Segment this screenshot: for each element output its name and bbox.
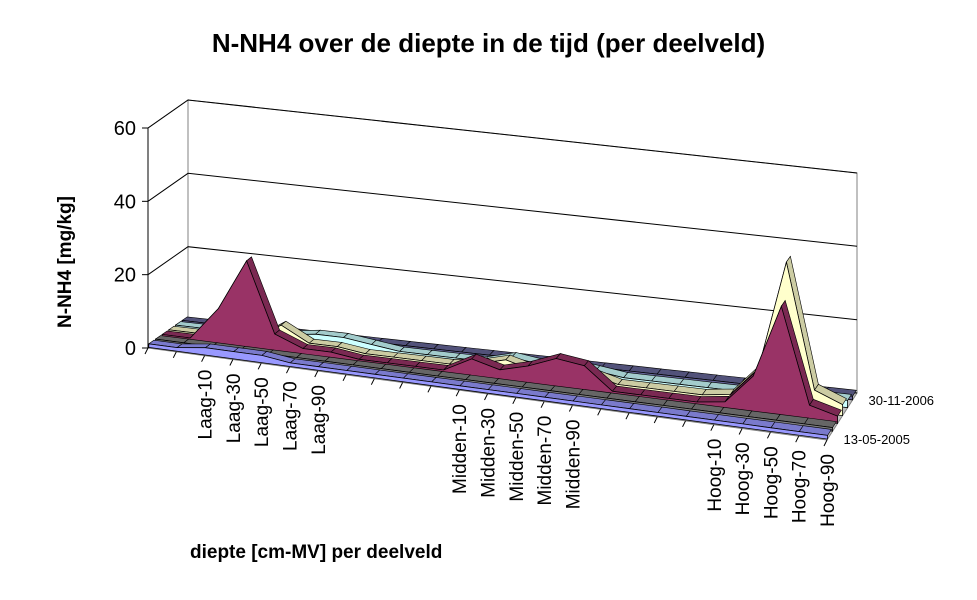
x-tick-label: Midden-30 [479,408,500,498]
gridline [147,172,858,247]
x-tick-label: Hoog-70 [790,450,811,523]
y-tick-label: 60 [114,118,136,140]
x-tick-mark [257,363,262,370]
y-tick-label: 40 [114,191,136,213]
x-tick-mark [314,370,319,378]
x-tick-label: Midden-10 [450,404,471,494]
x-tick-label: Midden-90 [563,420,584,510]
x-tick-mark [653,416,658,424]
series-2 [161,256,842,424]
series-top-face [696,395,730,403]
x-tick-mark [766,432,771,439]
x-tick-label: Hoog-10 [705,439,726,512]
x-tick-mark [597,409,602,416]
x-tick-mark [738,428,743,435]
x-tick-mark [342,374,347,382]
chart-title: N-NH4 over de diepte in de tijd (per dee… [211,28,766,58]
x-tick-mark [286,366,290,374]
series-area [148,343,828,440]
x-tick-mark [455,389,460,397]
x-tick-label: Laag-90 [309,385,330,455]
x-tick-mark [399,382,404,389]
x-tick-labels: Laag-10 Laag-30 Laag-50 Laag-70 Laag-90 Midde… [144,347,839,527]
x-tick-label: Hoog-50 [761,446,782,519]
x-tick-mark [427,386,432,393]
x-tick-label: Laag-30 [224,374,245,444]
x-tick-label: Hoog-30 [733,442,754,515]
depth-tick-labels: 30-11-2006 13-05-2005 [844,393,935,447]
x-tick-mark [201,355,206,362]
y-tick-label: 20 [114,265,136,287]
x-tick-mark [540,401,545,408]
x-tick-label: Midden-70 [535,416,556,506]
series-top-face [701,388,735,396]
x-axis-title: diepte [cm-MV] per deelveld [190,542,443,563]
x-tick-mark [568,405,573,412]
x-tick-mark [172,351,177,359]
side-wall [147,99,189,349]
x-tick-mark [484,393,488,401]
series-area [161,259,838,424]
x-tick-label: Laag-70 [280,381,301,451]
gridline [147,246,858,321]
x-tick-mark [229,359,234,366]
x-tick-label: Midden-50 [507,412,528,502]
x-tick-mark [823,439,828,447]
x-tick-mark [370,378,375,385]
y-tick-label: 0 [125,338,136,360]
depth-tick-label: 13-05-2005 [844,432,911,447]
x-tick-mark [144,347,149,355]
x-tick-label: Hoog-90 [818,454,839,527]
x-tick-mark [625,412,630,420]
chart-series-layer [148,255,857,440]
x-tick-mark [795,435,800,443]
x-tick-mark [512,397,517,405]
y-tick-labels: 0 20 40 60 [114,118,136,360]
x-tick-mark [710,424,715,431]
series-0 [148,339,832,440]
series-top-face [176,343,212,349]
x-tick-label: Laag-10 [196,370,217,440]
depth-tick-label: 30-11-2006 [869,393,935,408]
x-tick-mark [682,420,686,428]
gridline [147,99,858,174]
x-tick-label: Laag-50 [252,377,273,447]
